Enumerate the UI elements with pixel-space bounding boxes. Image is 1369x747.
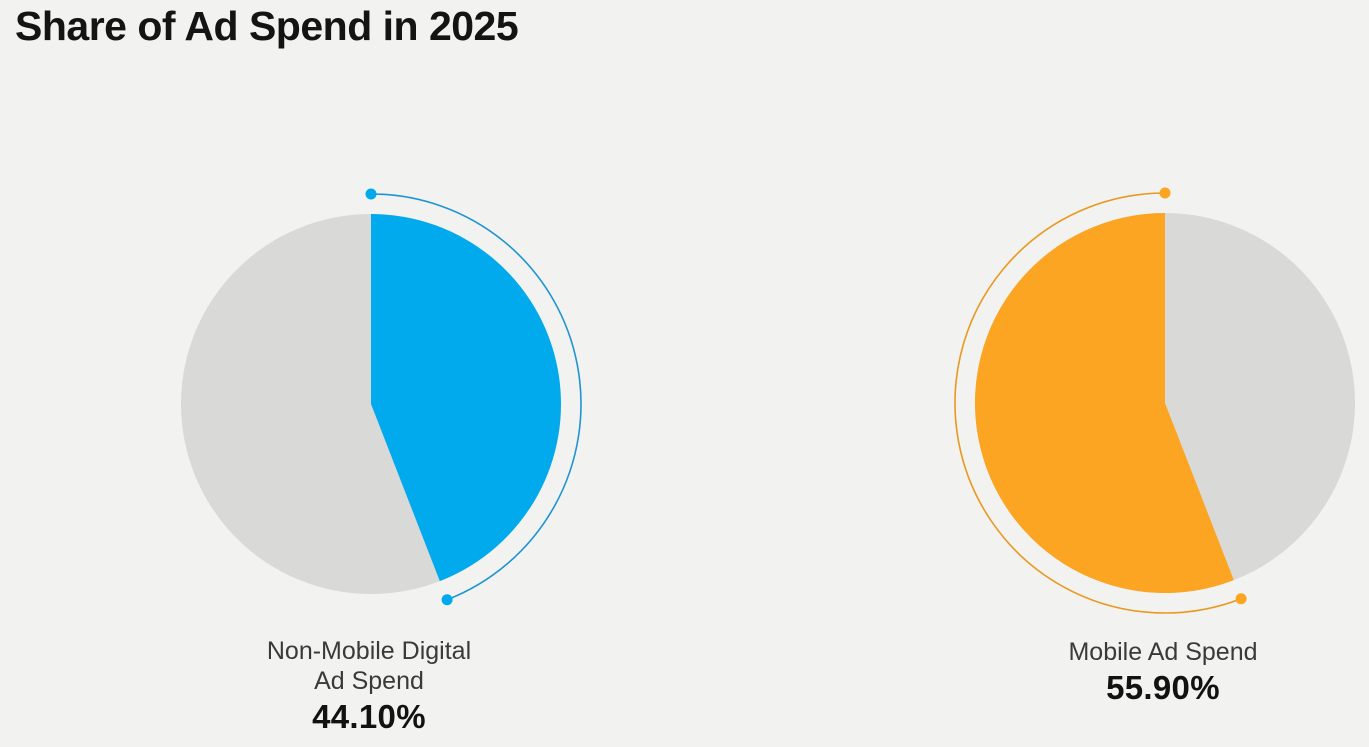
pie-label-mobile: Mobile Ad Spend (1068, 638, 1258, 666)
pie-slice (371, 214, 561, 582)
page-title: Share of Ad Spend in 2025 (15, 3, 519, 49)
accent-arc (954, 192, 1242, 614)
pie-value-mobile: 55.90% (1106, 669, 1220, 706)
arc-endpoint-dot (441, 594, 453, 606)
arc-endpoint-dot (1159, 187, 1171, 199)
pie-chart-non-mobile (151, 184, 591, 624)
pie-label-non-mobile: Non-Mobile Digital Ad Spend (266, 637, 472, 695)
caption-non-mobile: Non-Mobile Digital Ad Spend 44.10% (209, 636, 529, 735)
pie-chart-mobile (945, 183, 1369, 623)
pie-value-non-mobile: 44.10% (312, 698, 426, 735)
arc-endpoint-dot (365, 188, 377, 200)
pie-svg (181, 188, 582, 606)
pie-slice (974, 213, 1234, 593)
accent-arc (370, 193, 582, 601)
pie-svg (954, 187, 1355, 614)
arc-endpoint-dot (1235, 593, 1247, 605)
caption-mobile: Mobile Ad Spend 55.90% (983, 637, 1343, 706)
